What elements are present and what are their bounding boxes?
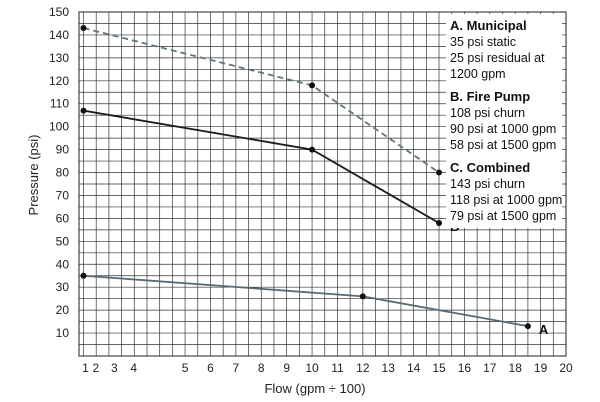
x-tick-label: 1 [82, 361, 89, 375]
data-point-c [80, 25, 87, 32]
data-point-c [309, 82, 316, 89]
x-tick-label: 12 [356, 361, 370, 375]
data-point-b [309, 146, 316, 153]
data-point-b [436, 219, 443, 226]
x-tick-label: 2 [93, 361, 100, 375]
y-tick-label: 10 [56, 326, 70, 340]
y-tick-label: 90 [56, 143, 70, 157]
data-point-a [359, 293, 366, 300]
chart-legend: A. Municipal 35 psi static 25 psi residual… [446, 14, 562, 228]
x-tick-label: 15 [432, 361, 446, 375]
y-axis-label: Pressure (psi) [26, 135, 41, 216]
series-line-a [83, 274, 529, 328]
x-tick-label: 10 [305, 361, 319, 375]
x-tick-label: 17 [483, 361, 497, 375]
y-tick-label: 50 [56, 234, 70, 248]
legend-line: 58 psi at 1500 gpm [450, 138, 556, 152]
x-tick-label: 9 [283, 361, 290, 375]
x-tick-label: 8 [258, 361, 265, 375]
x-tick-label: 5 [182, 361, 189, 375]
chart-grid [78, 11, 567, 357]
x-tick-label: 20 [559, 361, 573, 375]
x-tick-label: 7 [233, 361, 240, 375]
legend-line: 143 psi churn [450, 177, 525, 191]
legend-line: 108 psi churn [450, 106, 525, 120]
data-point-a [80, 272, 87, 279]
legend-heading: C. Combined [450, 160, 530, 175]
y-tick-label: 150 [49, 5, 69, 19]
legend-heading: B. Fire Pump [450, 89, 530, 104]
legend-line: 35 psi static [450, 35, 516, 49]
legend-line: 79 psi at 1500 gpm [450, 209, 556, 223]
y-tick-label: 130 [49, 51, 69, 65]
y-tick-label: 120 [49, 74, 69, 88]
legend-line: 25 psi residual at [450, 51, 545, 65]
series-tag-a: A [539, 322, 549, 337]
x-tick-label: 16 [458, 361, 472, 375]
x-tick-label: 3 [111, 361, 118, 375]
data-point-b [80, 107, 87, 114]
x-axis-label: Flow (gpm ÷ 100) [264, 381, 365, 396]
x-tick-label: 19 [534, 361, 548, 375]
x-tick-label: 11 [331, 361, 344, 375]
x-tick-label: 4 [130, 361, 137, 375]
y-tick-label: 40 [56, 257, 70, 271]
y-tick-label: 100 [49, 120, 69, 134]
x-tick-label: 13 [382, 361, 396, 375]
y-tick-label: 110 [50, 97, 69, 111]
x-tick-label: 18 [509, 361, 523, 375]
x-tick-label: 14 [407, 361, 421, 375]
legend-line: 90 psi at 1000 gpm [450, 122, 556, 136]
legend-line: 1200 gpm [450, 67, 506, 81]
data-point-a [524, 323, 531, 330]
y-tick-label: 30 [56, 280, 70, 294]
legend-heading: A. Municipal [450, 18, 527, 33]
y-tick-label: 20 [56, 303, 70, 317]
y-tick-label: 80 [56, 166, 70, 180]
y-tick-label: 70 [56, 188, 70, 202]
x-axis-ticks: 1 2 3 4 5 6 7 8 9 10 11 12 13 14 15 16 17 18 19 20 [82, 361, 573, 375]
data-point-c [436, 169, 443, 176]
x-tick-label: 6 [207, 361, 214, 375]
legend-line: 118 psi at 1000 gpm [450, 193, 562, 207]
y-tick-label: 60 [56, 211, 70, 225]
y-axis-ticks: 10 20 30 40 50 60 70 80 90 100 110 120 130 140 150 [49, 5, 69, 340]
legend-box [446, 14, 562, 228]
y-tick-label: 140 [49, 28, 69, 42]
